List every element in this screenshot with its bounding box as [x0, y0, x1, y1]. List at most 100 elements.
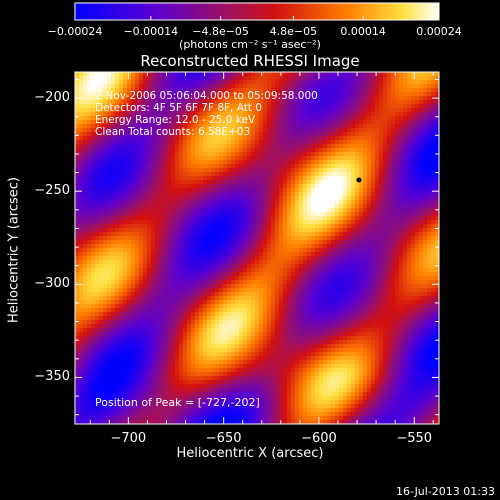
- heatmap-cell: [291, 168, 296, 173]
- heatmap-cell: [431, 76, 436, 81]
- heatmap-cell: [271, 76, 276, 81]
- heatmap-cell: [355, 108, 360, 113]
- heatmap-cell: [283, 140, 288, 145]
- heatmap-cell: [375, 124, 380, 129]
- heatmap-cell: [219, 80, 224, 85]
- heatmap-cell: [295, 196, 300, 201]
- heatmap-cell: [251, 264, 256, 269]
- heatmap-cell: [359, 148, 364, 153]
- heatmap-cell: [315, 112, 320, 117]
- heatmap-cell: [275, 184, 280, 189]
- heatmap-cell: [199, 144, 204, 149]
- heatmap-cell: [327, 184, 332, 189]
- heatmap-cell: [119, 104, 124, 109]
- heatmap-cell: [339, 240, 344, 245]
- heatmap-cell: [155, 284, 160, 289]
- heatmap-cell: [255, 160, 260, 165]
- heatmap-cell: [79, 124, 84, 129]
- heatmap-cell: [231, 172, 236, 177]
- heatmap-cell: [323, 264, 328, 269]
- heatmap-cell: [395, 220, 400, 225]
- heatmap-cell: [207, 108, 212, 113]
- heatmap-cell: [351, 72, 356, 77]
- heatmap-cell: [95, 268, 100, 273]
- heatmap-cell: [383, 208, 388, 213]
- heatmap-cell: [163, 156, 168, 161]
- heatmap-cell: [347, 92, 352, 97]
- heatmap-cell: [291, 96, 296, 101]
- heatmap-cell: [163, 284, 168, 289]
- heatmap-cell: [143, 140, 148, 145]
- heatmap-cell: [87, 88, 92, 93]
- heatmap-cell: [223, 112, 228, 117]
- heatmap-cell: [107, 76, 112, 81]
- heatmap-cell: [419, 200, 424, 205]
- heatmap-cell: [211, 184, 216, 189]
- heatmap-cell: [275, 104, 280, 109]
- heatmap-cell: [143, 124, 148, 129]
- heatmap-cell: [387, 260, 392, 265]
- heatmap-cell: [107, 160, 112, 165]
- heatmap-cell: [103, 124, 108, 129]
- heatmap-cell: [415, 268, 420, 273]
- heatmap-cell: [399, 112, 404, 117]
- heatmap-cell: [427, 200, 432, 205]
- heatmap-cell: [315, 140, 320, 145]
- heatmap-cell: [391, 140, 396, 145]
- heatmap-cell: [235, 232, 240, 237]
- heatmap-cell: [395, 252, 400, 257]
- heatmap-cell: [287, 272, 292, 277]
- heatmap-cell: [163, 96, 168, 101]
- heatmap-cell: [211, 220, 216, 225]
- heatmap-cell: [335, 100, 340, 105]
- heatmap-cell: [91, 244, 96, 249]
- heatmap-cell: [247, 112, 252, 117]
- heatmap-cell: [151, 168, 156, 173]
- heatmap-cell: [91, 268, 96, 273]
- heatmap-cell: [375, 236, 380, 241]
- heatmap-cell: [335, 116, 340, 121]
- heatmap-cell: [199, 244, 204, 249]
- heatmap-cell: [163, 248, 168, 253]
- heatmap-cell: [391, 164, 396, 169]
- heatmap-cell: [103, 216, 108, 221]
- heatmap-cell: [159, 268, 164, 273]
- heatmap-cell: [231, 156, 236, 161]
- heatmap-cell: [307, 160, 312, 165]
- heatmap-cell: [363, 208, 368, 213]
- heatmap-cell: [363, 100, 368, 105]
- heatmap-cell: [415, 176, 420, 181]
- heatmap-cell: [375, 252, 380, 257]
- heatmap-cell: [295, 168, 300, 173]
- heatmap-cell: [175, 264, 180, 269]
- heatmap-cell: [107, 212, 112, 217]
- heatmap-cell: [263, 196, 268, 201]
- heatmap-cell: [291, 148, 296, 153]
- heatmap-cell: [179, 284, 184, 289]
- heatmap-cell: [351, 104, 356, 109]
- heatmap-cell: [331, 264, 336, 269]
- heatmap-cell: [171, 244, 176, 249]
- heatmap-cell: [207, 112, 212, 117]
- heatmap-cell: [123, 196, 128, 201]
- heatmap-cell: [363, 176, 368, 181]
- heatmap-cell: [351, 224, 356, 229]
- heatmap-cell: [239, 116, 244, 121]
- heatmap-cell: [371, 140, 376, 145]
- heatmap-cell: [247, 196, 252, 201]
- heatmap-cell: [167, 240, 172, 245]
- heatmap-cell: [115, 284, 120, 289]
- heatmap-cell: [223, 204, 228, 209]
- heatmap-cell: [91, 256, 96, 261]
- heatmap-cell: [331, 116, 336, 121]
- heatmap-cell: [379, 172, 384, 177]
- heatmap-cell: [135, 272, 140, 277]
- heatmap-cell: [423, 80, 428, 85]
- heatmap-cell: [275, 196, 280, 201]
- heatmap-cell: [331, 100, 336, 105]
- heatmap-cell: [435, 240, 440, 245]
- heatmap-cell: [327, 176, 332, 181]
- heatmap-cell: [423, 164, 428, 169]
- heatmap-cell: [275, 120, 280, 125]
- heatmap-cell: [195, 184, 200, 189]
